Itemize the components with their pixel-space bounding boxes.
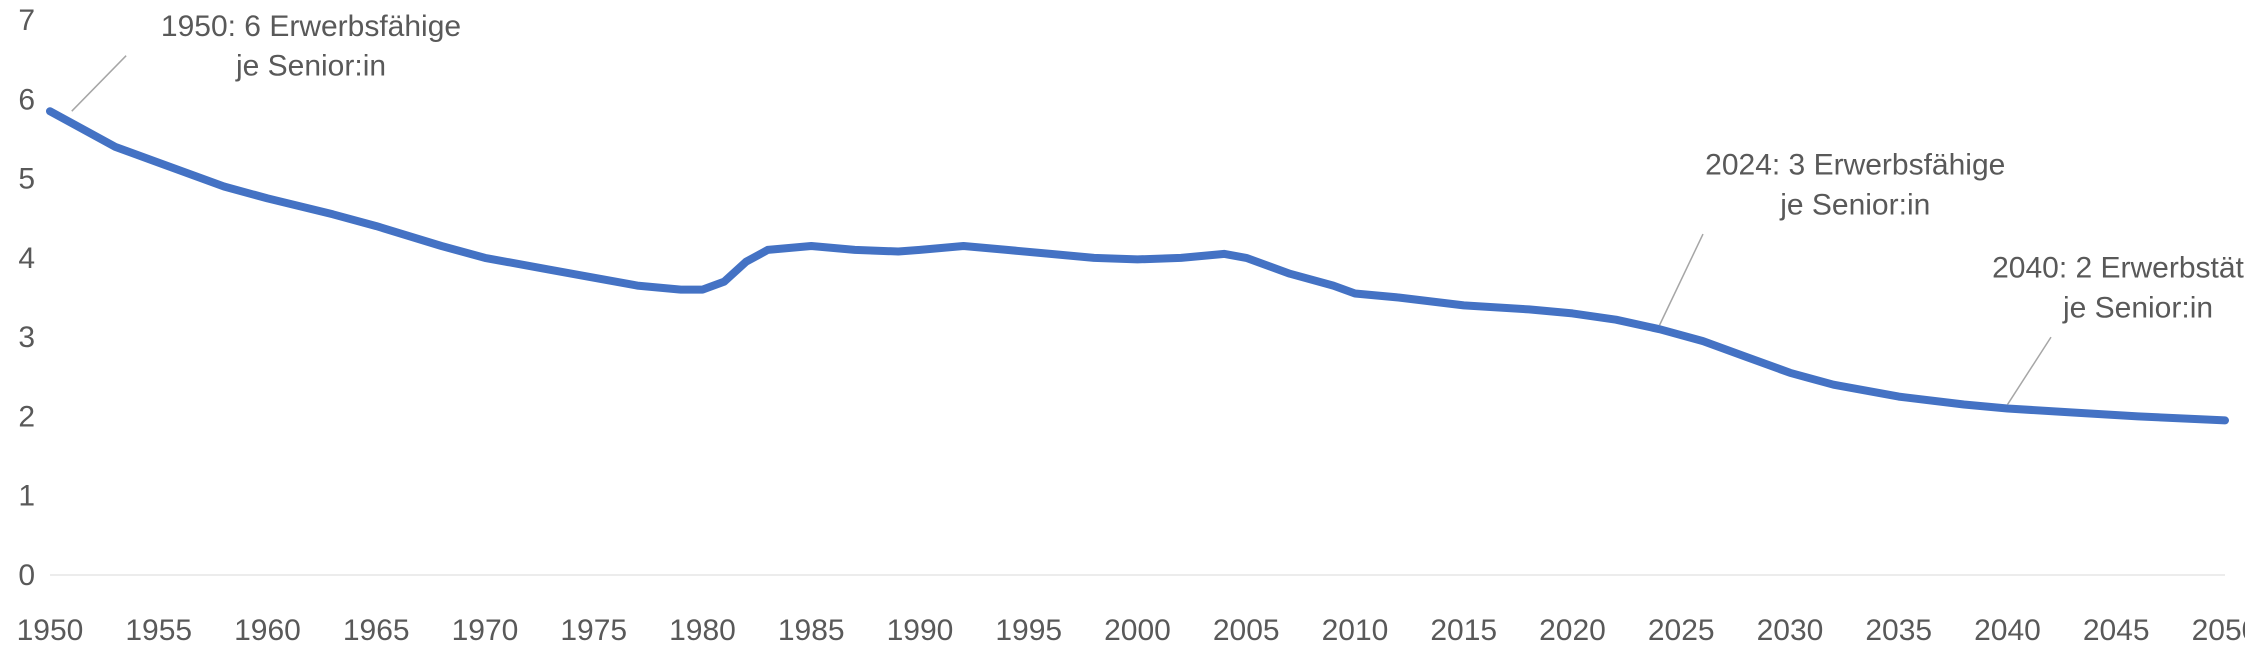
y-tick-label: 0 (18, 559, 35, 592)
x-tick-label: 2030 (1757, 614, 1824, 647)
y-tick-label: 2 (18, 400, 35, 433)
y-tick-label: 7 (18, 4, 35, 37)
annotation-leader (72, 56, 126, 112)
x-tick-label: 1995 (995, 614, 1062, 647)
x-tick-label: 1985 (778, 614, 845, 647)
x-tick-label: 2020 (1539, 614, 1606, 647)
chart-svg: 0 1 2 3 4 5 6 7 1950 1955 1960 1965 1970 1975 1980 1985… (0, 0, 2245, 670)
x-tick-label: 2015 (1430, 614, 1497, 647)
x-tick-label: 1965 (343, 614, 410, 647)
y-tick-label: 1 (18, 480, 35, 513)
x-tick-label: 1980 (669, 614, 736, 647)
y-tick-label: 3 (18, 321, 35, 354)
annotation-leader (2008, 337, 2052, 404)
annotation-text: 2024: 3 Erwerbsfähige (1705, 149, 2005, 182)
x-tick-label: 1970 (452, 614, 519, 647)
x-tick-label: 2045 (2083, 614, 2150, 647)
demographic-ratio-chart: 0 1 2 3 4 5 6 7 1950 1955 1960 1965 1970 1975 1980 1985… (0, 0, 2245, 670)
annotation-text: 2040: 2 Erwerbstätige (1992, 252, 2245, 285)
x-tick-label: 2050 (2192, 614, 2245, 647)
x-tick-label: 2005 (1213, 614, 1280, 647)
x-tick-label: 1975 (560, 614, 627, 647)
x-tick-label: 1955 (125, 614, 192, 647)
y-tick-label: 4 (18, 242, 35, 275)
annotation-leader (1660, 234, 1704, 325)
x-tick-label: 2035 (1865, 614, 1932, 647)
annotation-text: 1950: 6 Erwerbsfähige (161, 10, 461, 43)
x-tick-label: 2025 (1648, 614, 1715, 647)
x-tick-label: 2000 (1104, 614, 1171, 647)
x-tick-label: 2010 (1322, 614, 1389, 647)
annotation-text: je Senior:in (235, 50, 386, 83)
x-tick-label: 1960 (234, 614, 301, 647)
annotation-text: je Senior:in (2062, 291, 2213, 324)
x-tick-label: 1950 (17, 614, 84, 647)
y-tick-label: 6 (18, 83, 35, 116)
y-tick-label: 5 (18, 163, 35, 196)
x-tick-label: 2040 (1974, 614, 2041, 647)
annotation-text: je Senior:in (1779, 188, 1930, 221)
x-tick-label: 1990 (887, 614, 954, 647)
